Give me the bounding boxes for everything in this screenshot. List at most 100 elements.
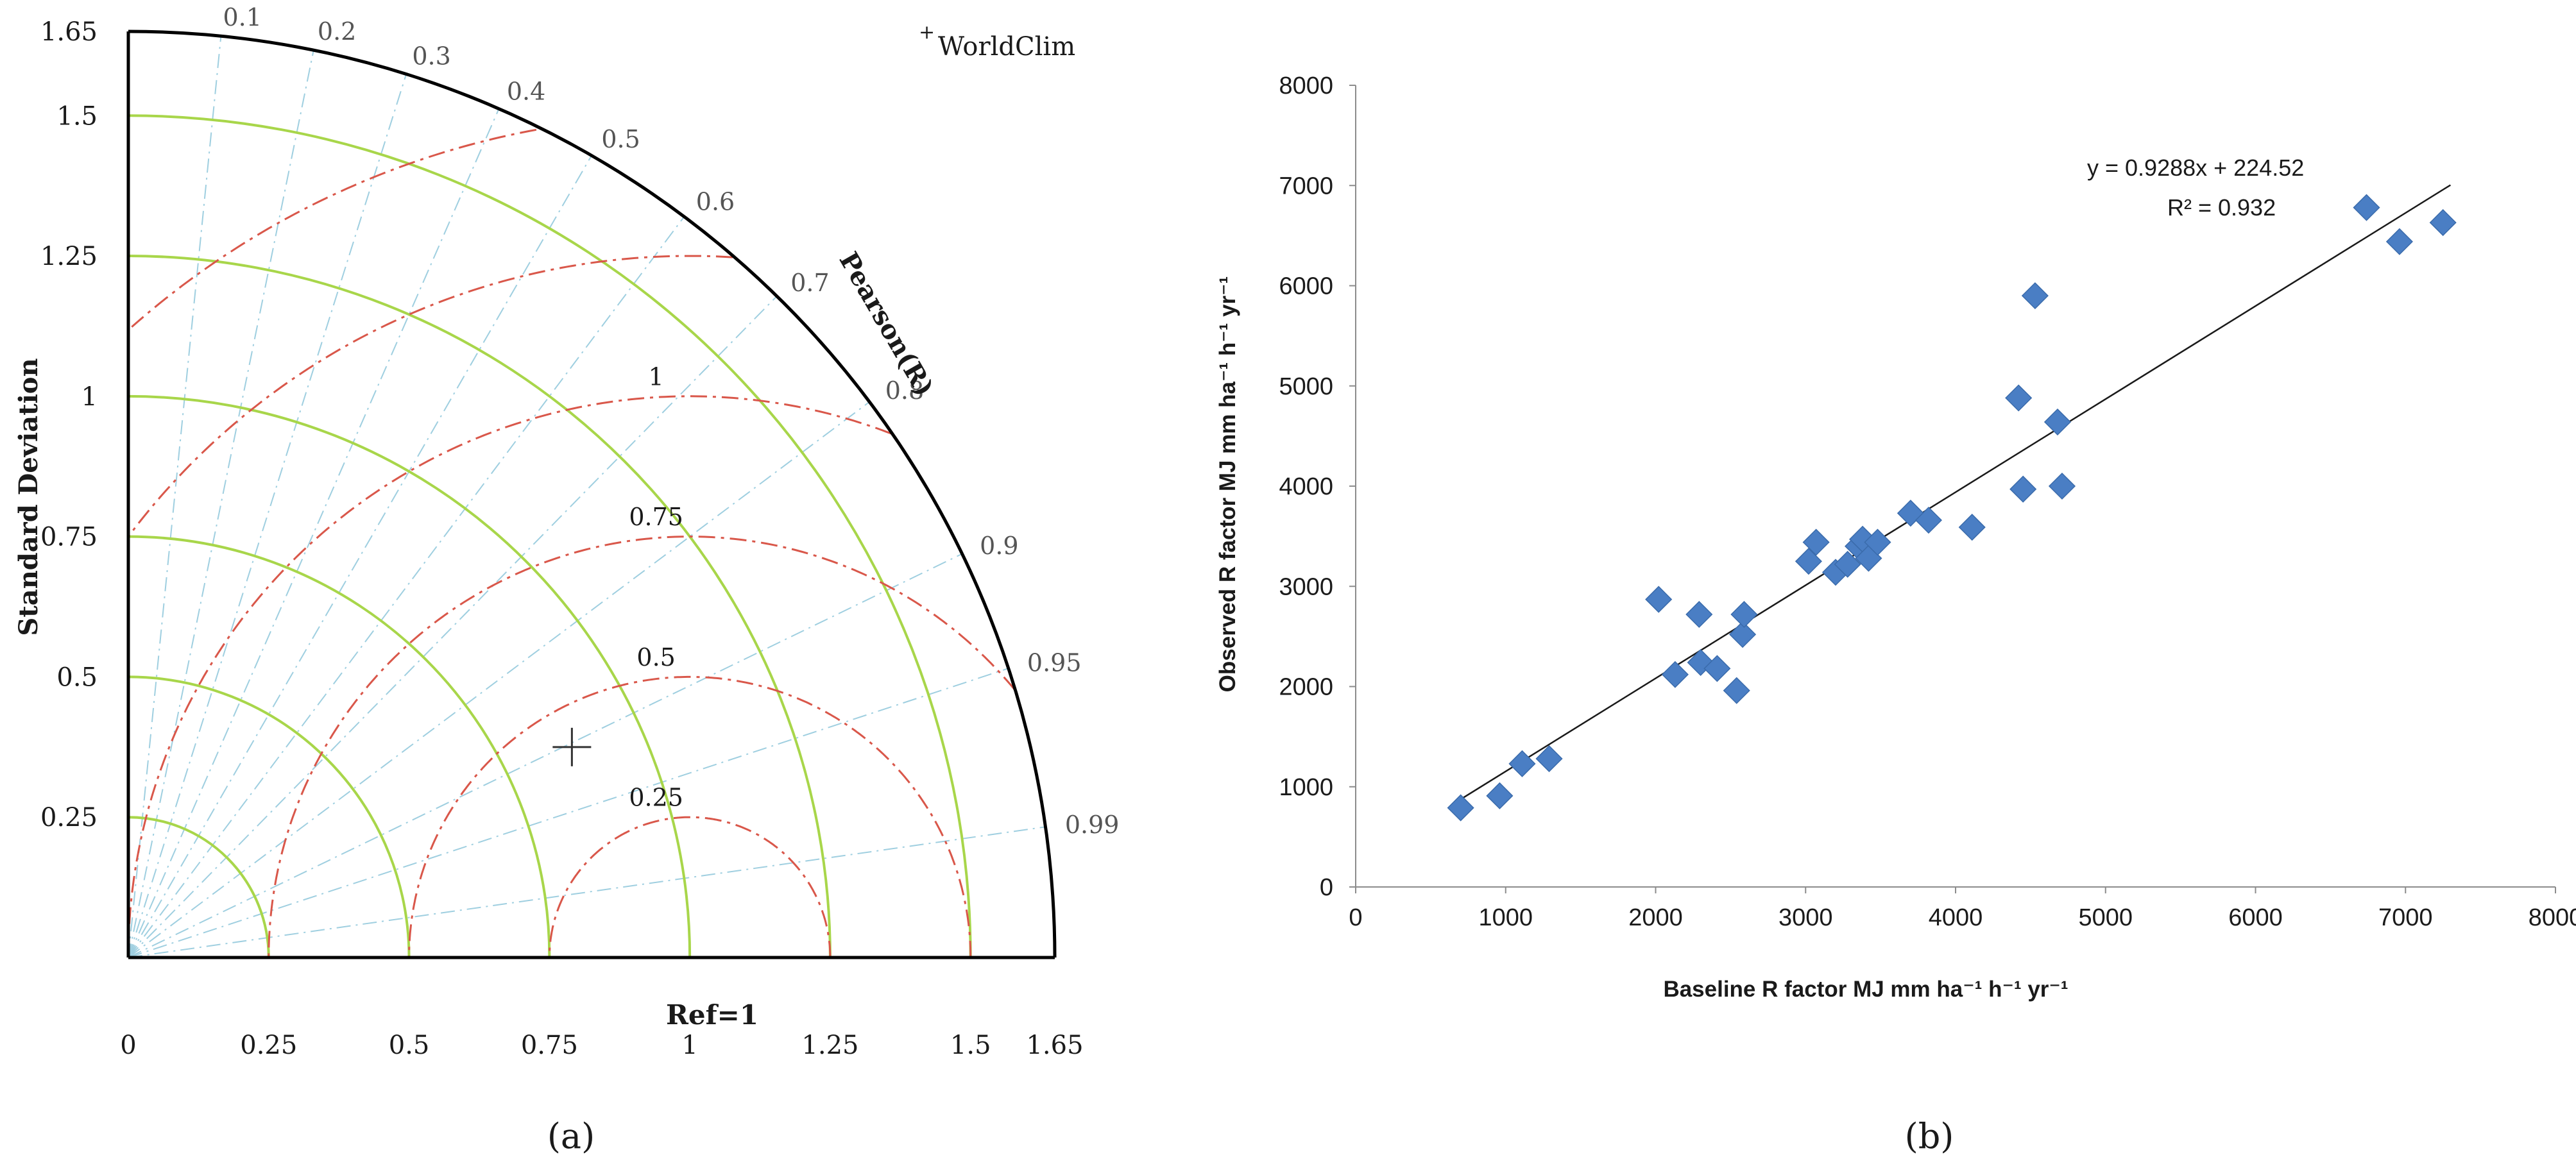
x-tick-label: 0.25	[240, 1031, 297, 1060]
correlation-line	[128, 36, 222, 958]
scatter-y-tick-label: 3000	[1279, 573, 1333, 600]
scatter-r-squared: R² = 0.932	[2167, 194, 2276, 221]
panel-a-label: (a)	[547, 1116, 595, 1156]
rms-arc	[408, 675, 972, 958]
data-point	[1915, 507, 1942, 534]
scatter-points	[1447, 194, 2457, 822]
data-point	[1729, 621, 1757, 648]
data-point	[1535, 745, 1563, 773]
scatter-trendline	[1460, 184, 2452, 800]
std-dev-arc	[128, 255, 832, 958]
data-point	[1795, 548, 1822, 575]
correlation-tick-label: 0.5	[601, 125, 640, 153]
scatter-x-tick-label: 2000	[1628, 904, 1683, 931]
scatter-y-tick-label: 7000	[1279, 173, 1333, 199]
scatter-y-tick-label: 1000	[1279, 774, 1333, 801]
std-dev-arc	[128, 535, 551, 958]
scatter-y-tick-label: 0	[1320, 874, 1333, 901]
taylor-grid	[127, 36, 1046, 958]
taylor-ylabel: Standard Deviation	[13, 358, 44, 636]
correlation-line	[128, 49, 314, 958]
taylor-ref-label: Ref=1	[666, 999, 758, 1031]
std-dev-arc	[128, 816, 270, 958]
taylor-legend: + WorldClim	[919, 21, 1075, 62]
x-tick-label: 0.75	[521, 1031, 578, 1060]
correlation-line	[128, 296, 778, 958]
scatter-ylabel: Observed R factor MJ mm ha⁻¹ h⁻¹ yr⁻¹	[1215, 276, 1240, 693]
std-dev-arc	[128, 114, 972, 958]
scatter-x-tick-label: 0	[1349, 904, 1362, 931]
scatter-x-tick-label: 7000	[2378, 904, 2433, 931]
y-tick-label: 1.5	[56, 101, 98, 131]
x-tick-label: 1	[681, 1031, 697, 1060]
scatter-x-tick-label: 4000	[1929, 904, 1983, 931]
correlation-line	[128, 826, 1046, 958]
correlation-tick-label: 0.9	[980, 532, 1018, 560]
rms-arc	[131, 128, 537, 328]
scatter-y-tick-label: 8000	[1279, 72, 1333, 99]
data-point	[2353, 194, 2380, 221]
scatter-x-tick-label: 3000	[1778, 904, 1833, 931]
data-point	[1958, 514, 1986, 541]
correlation-tick-label: 0.3	[412, 42, 450, 70]
y-tick-label: 1.65	[40, 17, 98, 47]
data-point	[1508, 750, 1536, 777]
scatter-ticks: 0 1000 2000 3000 4000 5000 6000 7000 8000 0 1000 20…	[1279, 72, 2576, 931]
correlation-tick-label: 0.7	[790, 269, 829, 297]
correlation-line	[128, 401, 870, 958]
taylor-frame	[126, 30, 1057, 959]
scatter-x-tick-label: 8000	[2529, 904, 2576, 931]
rms-arc	[128, 255, 733, 536]
data-point	[2385, 228, 2413, 255]
std-dev-arc	[128, 394, 692, 958]
scatter-chart: 0 1000 2000 3000 4000 5000 6000 7000 8000 0 1000 20…	[1215, 72, 2576, 1156]
taylor-legend-marker: +	[919, 21, 935, 44]
data-point	[1645, 586, 1673, 613]
outer-arc	[128, 30, 1057, 958]
correlation-tick-label: 0.6	[696, 187, 735, 215]
rms-label: 0.5	[636, 643, 675, 671]
correlation-line	[128, 74, 407, 958]
x-tick-label: 1.25	[801, 1031, 858, 1060]
data-point	[2009, 475, 2037, 503]
scatter-x-tick-label: 1000	[1478, 904, 1533, 931]
correlation-line	[128, 553, 963, 958]
y-tick-label: 1.25	[40, 242, 98, 271]
correlation-line	[128, 108, 500, 958]
y-tick-label: 0.25	[40, 803, 98, 832]
y-tick-label: 0.75	[40, 523, 98, 552]
trend-line	[1460, 184, 2452, 800]
data-point	[1723, 677, 1750, 704]
data-point	[1802, 528, 1830, 556]
y-tick-label: 1	[81, 382, 98, 412]
rms-arc	[127, 395, 892, 958]
rms-arc	[548, 816, 832, 958]
correlation-tick-label: 0.8	[885, 376, 924, 405]
data-point	[2429, 209, 2457, 237]
scatter-x-tick-label: 6000	[2228, 904, 2283, 931]
taylor-legend-worldclim: WorldClim	[938, 32, 1075, 62]
data-point	[1685, 600, 1713, 629]
data-point	[1730, 600, 1758, 629]
scatter-xlabel: Baseline R factor MJ mm ha⁻¹ h⁻¹ yr⁻¹	[1663, 977, 2068, 1002]
rms-label: 0.75	[629, 503, 683, 531]
data-point	[2048, 472, 2076, 500]
x-tick-label: 0.5	[389, 1031, 430, 1060]
correlation-tick-label: 0.95	[1027, 649, 1082, 677]
correlation-line	[128, 155, 592, 958]
rms-arc	[268, 536, 1016, 958]
correlation-tick-label: 0.2	[318, 17, 356, 46]
data-point	[2043, 408, 2072, 436]
taylor-points	[552, 727, 592, 766]
x-tick-label: 1.65	[1026, 1031, 1083, 1060]
rms-label: 1	[649, 362, 664, 391]
data-point	[2021, 282, 2049, 310]
taylor-labels: 0.1 0.2 0.3 0.4 0.5 0.6 0.7 0.8 0.9 0.95 0.99 0.25 0…	[40, 3, 1120, 1060]
data-point	[1864, 528, 1891, 556]
data-point	[1703, 655, 1731, 682]
scatter-y-tick-label: 6000	[1279, 273, 1333, 300]
scatter-y-tick-label: 5000	[1279, 373, 1333, 400]
data-point	[1486, 782, 1514, 809]
correlation-tick-label: 0.4	[507, 77, 545, 105]
